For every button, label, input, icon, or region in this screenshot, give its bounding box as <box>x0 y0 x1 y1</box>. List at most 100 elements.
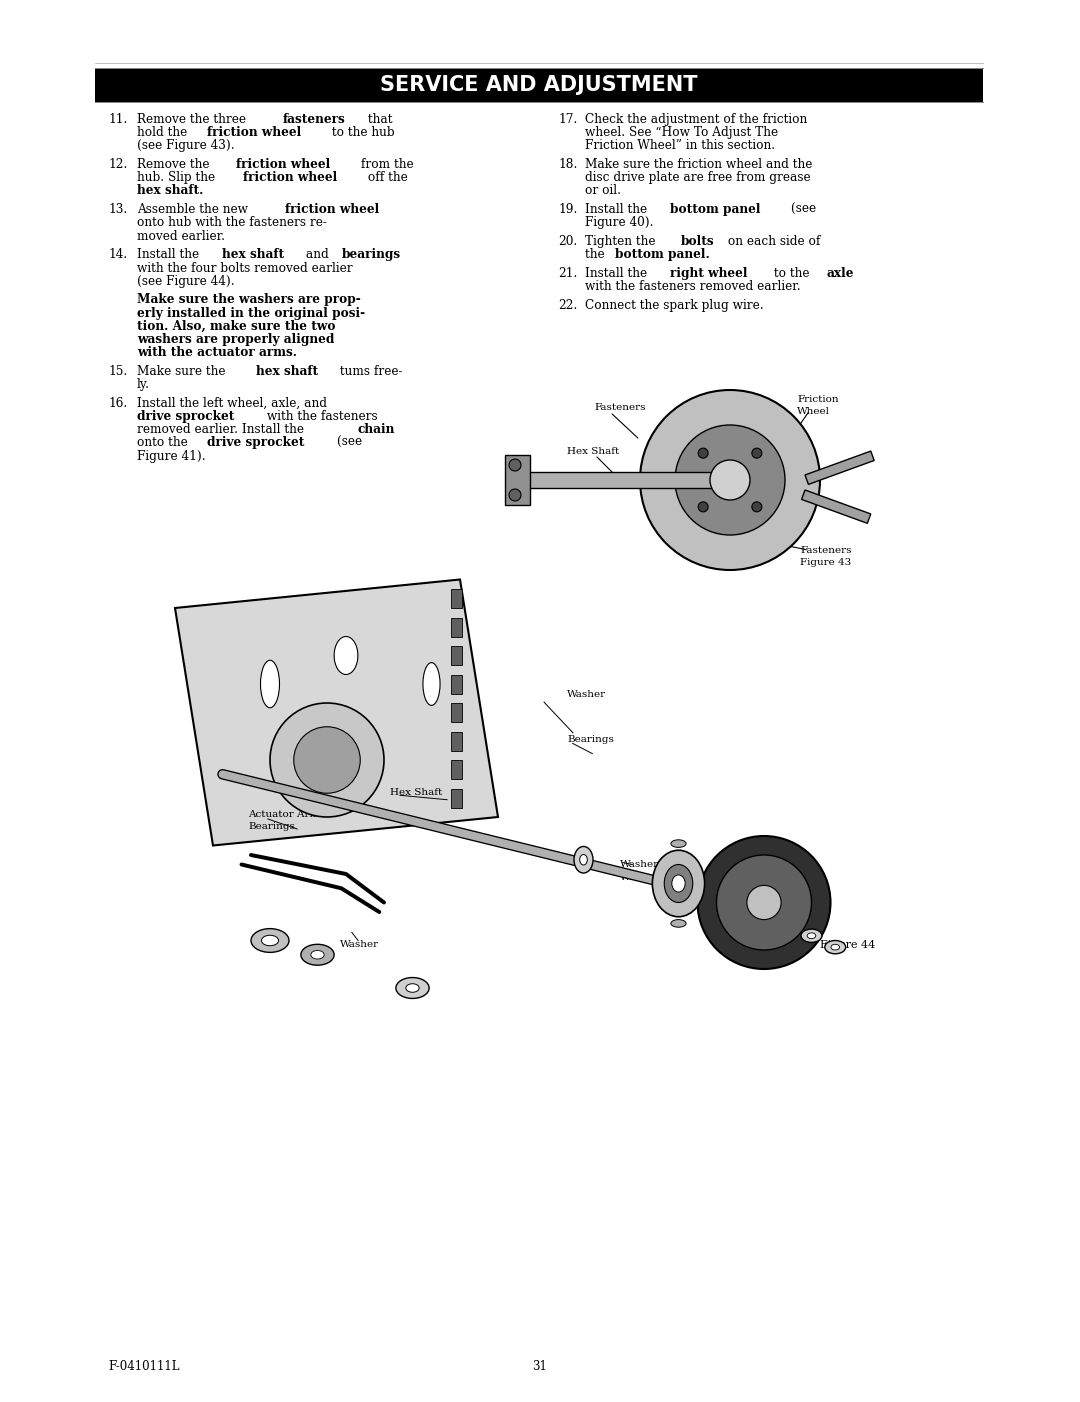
Text: Fasteners: Fasteners <box>800 545 851 555</box>
Text: 11.: 11. <box>108 114 127 126</box>
Text: hold the: hold the <box>137 126 191 139</box>
Ellipse shape <box>652 850 704 917</box>
Ellipse shape <box>807 932 815 938</box>
Text: Remove the: Remove the <box>137 158 214 171</box>
Text: F-0410111L: F-0410111L <box>108 1360 179 1373</box>
Bar <box>450 617 462 637</box>
Text: off the: off the <box>364 171 408 184</box>
Text: with the actuator arms.: with the actuator arms. <box>137 346 297 359</box>
Bar <box>450 589 462 608</box>
Text: Make sure the: Make sure the <box>137 365 229 379</box>
Circle shape <box>716 855 811 951</box>
Text: Figure 41).: Figure 41). <box>137 450 205 463</box>
Bar <box>450 732 462 750</box>
Text: 15.: 15. <box>108 365 127 379</box>
Ellipse shape <box>801 930 822 942</box>
Bar <box>450 702 462 722</box>
Bar <box>450 646 462 665</box>
Text: Make sure the washers are prop-: Make sure the washers are prop- <box>137 293 361 307</box>
Text: (see Figure 43).: (see Figure 43). <box>137 139 234 153</box>
Text: 20.: 20. <box>558 236 577 248</box>
Text: right wheel: right wheel <box>671 266 747 280</box>
Ellipse shape <box>423 663 440 705</box>
Text: Connect the spark plug wire.: Connect the spark plug wire. <box>585 299 764 311</box>
Ellipse shape <box>671 920 686 927</box>
Text: bolts: bolts <box>681 236 715 248</box>
Text: fasteners: fasteners <box>283 114 346 126</box>
Text: 13.: 13. <box>108 203 127 216</box>
Circle shape <box>698 836 831 969</box>
Ellipse shape <box>311 951 324 959</box>
Text: 16.: 16. <box>108 397 127 409</box>
Text: Remove the three: Remove the three <box>137 114 249 126</box>
Text: 14.: 14. <box>108 248 127 261</box>
Text: drive sprocket: drive sprocket <box>207 436 305 450</box>
Bar <box>519 472 720 488</box>
Ellipse shape <box>573 847 593 873</box>
Ellipse shape <box>260 660 280 708</box>
Text: Check the adjustment of the friction: Check the adjustment of the friction <box>585 114 807 126</box>
Text: Tighten the: Tighten the <box>585 236 660 248</box>
Circle shape <box>640 390 820 571</box>
Text: 22.: 22. <box>558 299 578 311</box>
Text: (see: (see <box>333 436 362 450</box>
Circle shape <box>675 425 785 536</box>
Circle shape <box>509 489 521 501</box>
Bar <box>801 491 870 523</box>
Circle shape <box>752 449 761 458</box>
Ellipse shape <box>672 875 685 892</box>
Text: 19.: 19. <box>558 203 578 216</box>
Bar <box>450 788 462 808</box>
Ellipse shape <box>671 840 686 847</box>
Text: Friction Wheel” in this section.: Friction Wheel” in this section. <box>585 139 775 153</box>
Text: Install the left wheel, axle, and: Install the left wheel, axle, and <box>137 397 327 409</box>
Circle shape <box>698 502 708 512</box>
Text: to the: to the <box>770 266 813 280</box>
Text: Make sure the friction wheel and the: Make sure the friction wheel and the <box>585 158 812 171</box>
Text: friction wheel: friction wheel <box>285 203 379 216</box>
Text: on each side of: on each side of <box>725 236 821 248</box>
Text: with the fasteners: with the fasteners <box>262 409 377 423</box>
Text: Hub: Hub <box>740 395 762 404</box>
Text: with the four bolts removed earlier: with the four bolts removed earlier <box>137 262 353 275</box>
Polygon shape <box>175 579 498 845</box>
Text: Hex Shaft: Hex Shaft <box>390 788 442 796</box>
Text: Figure 44: Figure 44 <box>820 939 875 951</box>
Ellipse shape <box>396 977 429 998</box>
Bar <box>95 69 983 102</box>
Text: (see Figure 44).: (see Figure 44). <box>137 275 234 287</box>
Ellipse shape <box>406 984 419 993</box>
Text: hub. Slip the: hub. Slip the <box>137 171 219 184</box>
Bar <box>450 674 462 694</box>
Text: Fasteners: Fasteners <box>594 402 646 412</box>
Text: hex shaft: hex shaft <box>222 248 284 261</box>
Text: with the fasteners removed earlier.: with the fasteners removed earlier. <box>585 280 800 293</box>
Text: tion. Also, make sure the two: tion. Also, make sure the two <box>137 320 336 332</box>
Text: friction wheel: friction wheel <box>243 171 337 184</box>
Text: Assemble the new: Assemble the new <box>137 203 252 216</box>
Text: to the hub: to the hub <box>328 126 395 139</box>
Text: Actuator Arms: Actuator Arms <box>248 810 325 819</box>
Ellipse shape <box>664 865 692 903</box>
Text: washers are properly aligned: washers are properly aligned <box>137 334 335 346</box>
Circle shape <box>747 886 781 920</box>
Text: that: that <box>364 114 392 126</box>
Ellipse shape <box>825 941 846 953</box>
Text: axle: axle <box>826 266 853 280</box>
Text: Install the: Install the <box>585 203 651 216</box>
Text: chain: chain <box>357 423 395 436</box>
Text: tums free-: tums free- <box>336 365 403 379</box>
Text: Bearings: Bearings <box>567 735 613 744</box>
Text: Figure 40).: Figure 40). <box>585 216 653 230</box>
Text: Install the: Install the <box>137 248 203 261</box>
Bar <box>450 760 462 780</box>
Text: disc drive plate are free from grease: disc drive plate are free from grease <box>585 171 811 184</box>
Text: or oil.: or oil. <box>585 185 621 198</box>
Text: Bearings: Bearings <box>248 822 295 831</box>
Text: hex shaft: hex shaft <box>256 365 319 379</box>
Text: 12.: 12. <box>108 158 127 171</box>
Text: hex shaft.: hex shaft. <box>137 185 203 198</box>
Text: wheel. See “How To Adjust The: wheel. See “How To Adjust The <box>585 126 778 139</box>
Text: Washer: Washer <box>567 690 606 700</box>
Text: removed earlier. Install the: removed earlier. Install the <box>137 423 308 436</box>
